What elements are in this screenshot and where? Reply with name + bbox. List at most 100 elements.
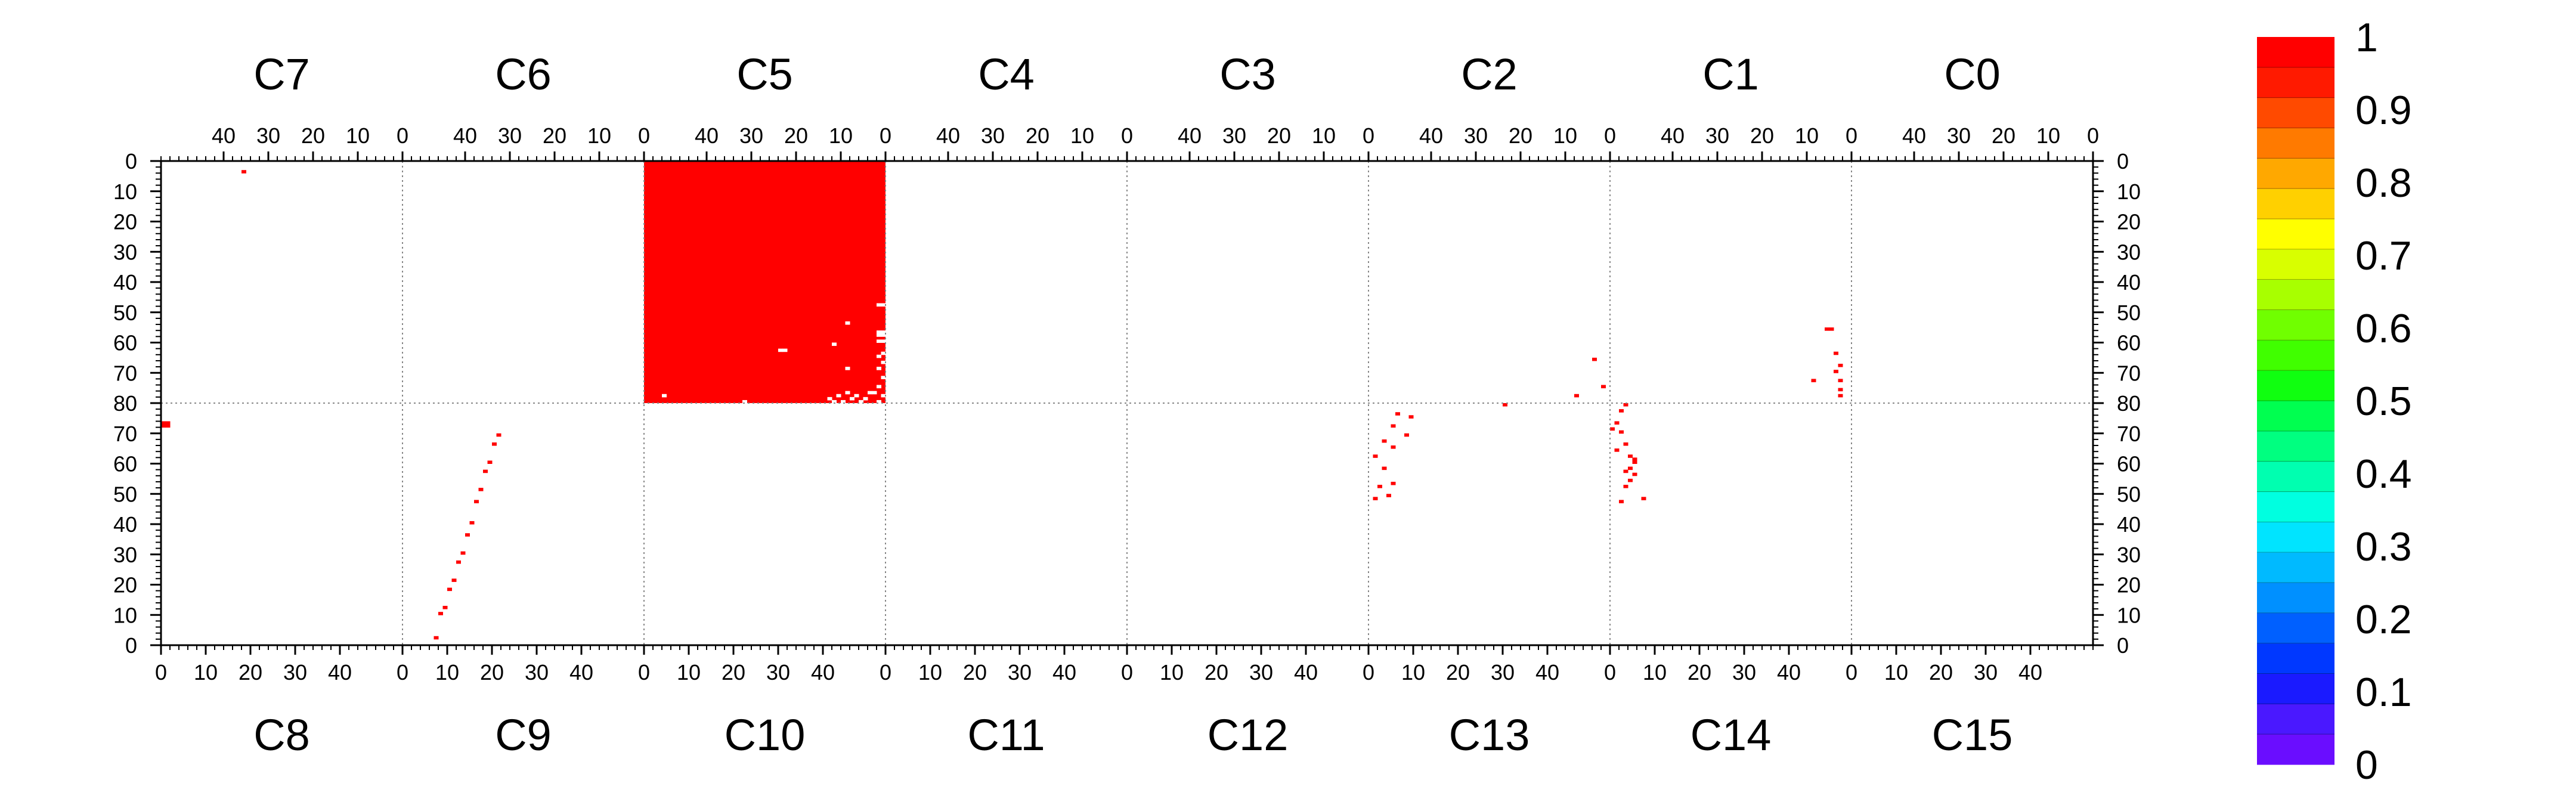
gap-cell: [881, 303, 886, 307]
hit-pixel-C14: [1623, 469, 1628, 473]
gap-cell: [863, 397, 868, 401]
colorbar-segment: [2257, 279, 2334, 311]
right-tick-label: 0: [2117, 149, 2129, 174]
colorbar-segment: [2257, 340, 2334, 371]
colorbar: 1 0.9 0.8 0.7 0.6 0.5 0.4 0.3 0.2 0.1 0: [2257, 15, 2412, 788]
hit-pixel-C9: [478, 488, 484, 491]
hit-pixel-C9: [492, 442, 497, 446]
bottom-tick-label: 20: [722, 660, 745, 685]
hit-pixel-C9: [496, 433, 501, 437]
hit-pixel-C13: [1382, 466, 1387, 470]
chip-label-C5: C5: [736, 49, 793, 99]
hit-pixel-C8: [161, 421, 166, 425]
hit-pixel-C13: [1391, 445, 1396, 449]
colorbar-tick-label: 0.3: [2355, 524, 2412, 569]
bottom-tick-label: 40: [1777, 660, 1801, 685]
top-tick-label: 30: [498, 123, 522, 148]
top-tick-label: 40: [936, 123, 960, 148]
gap-cell: [877, 333, 881, 337]
chip-label-C11: C11: [967, 710, 1045, 760]
top-tick-label: 20: [1750, 123, 1774, 148]
hit-pixel-C2: [1601, 385, 1606, 389]
top-tick-label: 30: [981, 123, 1005, 148]
right-tick-label: 70: [2117, 361, 2141, 385]
colorbar-segment: [2257, 491, 2334, 522]
hit-pixel-C2: [1592, 357, 1597, 361]
left-tick-label: 70: [113, 361, 137, 385]
gap-cell: [850, 397, 854, 401]
hit-pixel-C14: [1619, 430, 1624, 434]
top-tick-label: 40: [695, 123, 719, 148]
colorbar-segment: [2257, 370, 2334, 401]
gap-cell: [778, 348, 783, 352]
hit-pixel-C1: [1838, 394, 1843, 398]
gap-cell: [877, 385, 881, 389]
right-tick-label: 80: [2117, 391, 2141, 416]
hit-pixel-C14: [1619, 409, 1624, 413]
bottom-tick-label: 30: [766, 660, 790, 685]
hit-pixel-C14: [1628, 466, 1633, 470]
top-tick-label: 20: [1026, 123, 1049, 148]
right-tick-label: 50: [2117, 482, 2141, 506]
chip-label-C15: C15: [1932, 710, 2013, 760]
hit-pixel-C14: [1610, 427, 1615, 431]
right-tick-label: 50: [2117, 301, 2141, 325]
colorbar-segment: [2257, 309, 2334, 340]
colorbar-segment: [2257, 128, 2334, 159]
left-tick-label: 70: [113, 422, 137, 446]
hit-pixel-C13: [1503, 403, 1507, 407]
top-tick-label: 30: [1222, 123, 1246, 148]
colorbar-segment: [2257, 643, 2334, 674]
bottom-tick-label: 20: [1205, 660, 1228, 685]
bottom-tick-label: 10: [677, 660, 701, 685]
colorbar-segment: [2257, 97, 2334, 129]
hit-pixel-C13: [1373, 497, 1378, 500]
colorbar-tick-label: 0.8: [2355, 160, 2412, 206]
left-tick-label: 50: [113, 301, 137, 325]
left-tick-label: 60: [113, 331, 137, 355]
hit-pixel-C1: [1834, 351, 1838, 355]
gap-cell: [877, 330, 881, 334]
left-tick-label: 20: [113, 210, 137, 234]
gap-cell: [877, 303, 881, 307]
colorbar-segment: [2257, 522, 2334, 553]
hit-pixel-C14: [1619, 500, 1624, 503]
top-tick-label: 20: [784, 123, 808, 148]
hit-pixel-C1: [1811, 379, 1816, 382]
top-tick-label: 0: [1363, 123, 1374, 148]
colorbar-segment: [2257, 461, 2334, 493]
bottom-tick-label: 40: [569, 660, 593, 685]
hit-pixel-C9: [460, 551, 466, 555]
colorbar-tick-label: 0.7: [2355, 233, 2412, 278]
hit-pixel-C14: [1628, 478, 1633, 482]
top-tick-label: 10: [587, 123, 611, 148]
colorbar-tick-label: 0.2: [2355, 597, 2412, 642]
hit-pixel-C1: [1838, 388, 1843, 392]
gap-cell: [868, 391, 872, 395]
hit-pixel-C14: [1632, 457, 1637, 461]
bottom-tick-label: 10: [435, 660, 459, 685]
colorbar-segment: [2257, 219, 2334, 250]
bottom-tick-label: 10: [1643, 660, 1667, 685]
hit-pixel-C14: [1614, 448, 1620, 452]
bottom-tick-label: 40: [2018, 660, 2042, 685]
bottom-tick-label: 30: [283, 660, 307, 685]
colorbar-tick-label: 0: [2355, 742, 2378, 788]
chip-label-C8: C8: [253, 710, 310, 760]
gap-cell: [845, 367, 850, 370]
bottom-tick-label: 30: [525, 660, 549, 685]
top-tick-label: 30: [1947, 123, 1971, 148]
gap-cell: [877, 367, 881, 370]
hit-pixel-C9: [434, 636, 439, 640]
hit-pixel-C9: [469, 521, 475, 525]
hit-pixel-C9: [487, 460, 493, 464]
bottom-tick-label: 0: [397, 660, 408, 685]
colorbar-tick-label: 0.6: [2355, 306, 2412, 351]
hit-pixel-C13: [1408, 415, 1414, 419]
hit-pixel-C13: [1386, 494, 1391, 497]
bottom-tick-label: 30: [1732, 660, 1756, 685]
hit-pixel-C14: [1632, 472, 1637, 476]
top-tick-label: 40: [212, 123, 236, 148]
bottom-tick-label: 30: [1974, 660, 1998, 685]
hit-pixel-C13: [1373, 454, 1378, 458]
